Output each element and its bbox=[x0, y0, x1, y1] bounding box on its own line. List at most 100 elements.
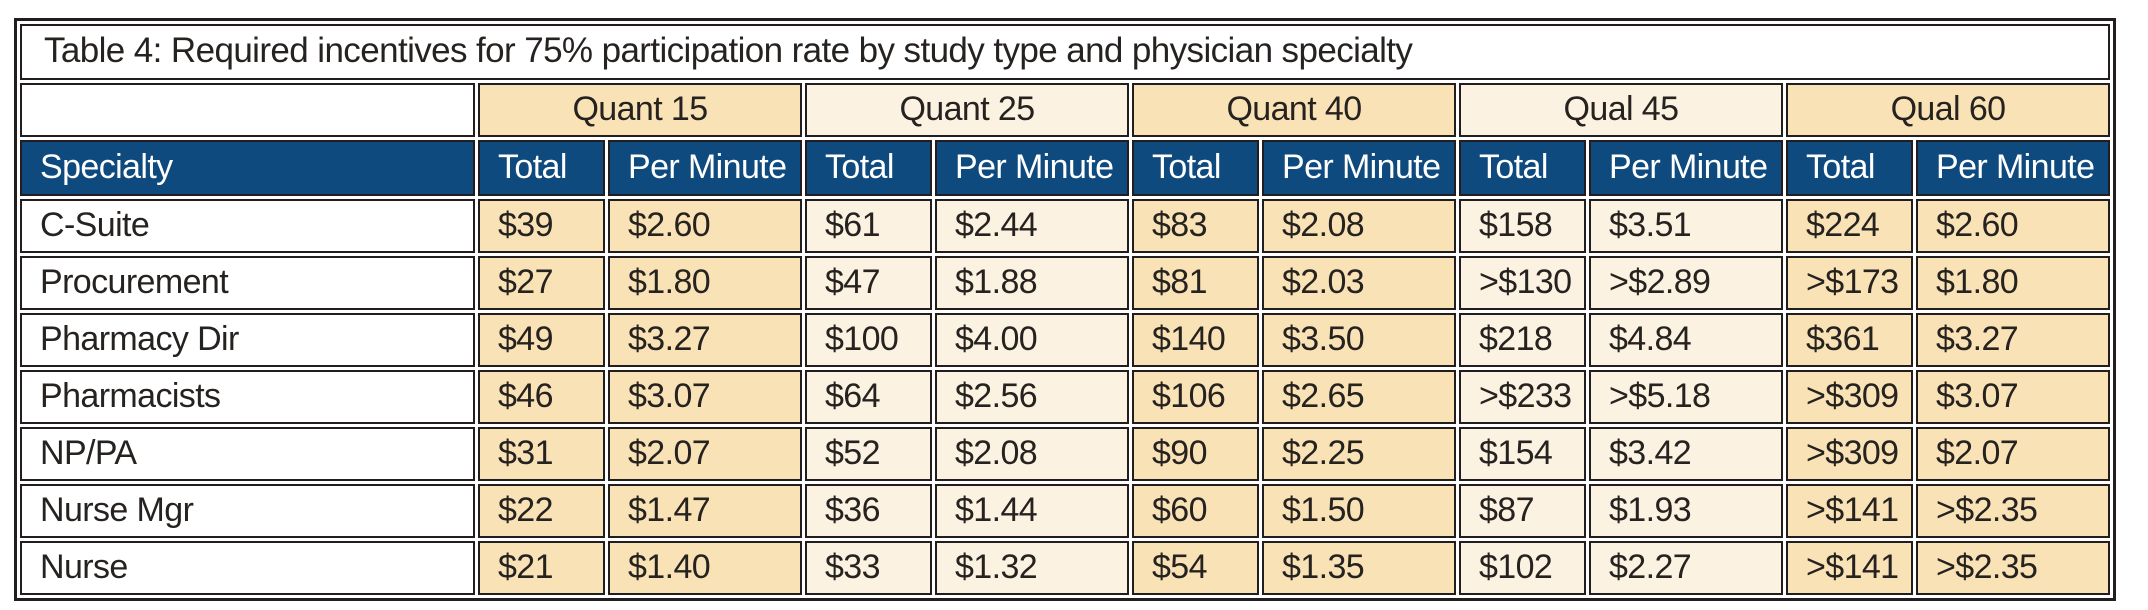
value-cell: $1.40 bbox=[608, 541, 802, 595]
group-header-row: Quant 15 Quant 25 Quant 40 Qual 45 Qual … bbox=[20, 83, 2111, 137]
page: Table 4: Required incentives for 75% par… bbox=[0, 18, 2148, 610]
value-cell: $39 bbox=[478, 199, 605, 253]
specialty-cell: C-Suite bbox=[20, 199, 475, 253]
value-cell: $2.03 bbox=[1262, 256, 1456, 310]
value-cell: $102 bbox=[1459, 541, 1586, 595]
value-cell: $54 bbox=[1132, 541, 1259, 595]
value-cell: $1.80 bbox=[608, 256, 802, 310]
value-cell: $3.42 bbox=[1589, 427, 1783, 481]
table-row: Pharmacists $46 $3.07 $64 $2.56 $106 $2.65 >$23… bbox=[20, 370, 2111, 424]
group-header-qual-45: Qual 45 bbox=[1459, 83, 1783, 137]
value-cell: >$141 bbox=[1786, 541, 1913, 595]
total-column-header: Total bbox=[1132, 140, 1259, 196]
value-cell: $1.44 bbox=[935, 484, 1129, 538]
value-cell: $1.47 bbox=[608, 484, 802, 538]
specialty-cell: Nurse Mgr bbox=[20, 484, 475, 538]
value-cell: $22 bbox=[478, 484, 605, 538]
total-column-header: Total bbox=[478, 140, 605, 196]
total-column-header: Total bbox=[1786, 140, 1913, 196]
specialty-cell: Pharmacy Dir bbox=[20, 313, 475, 367]
specialty-cell: Pharmacists bbox=[20, 370, 475, 424]
table-row: NP/PA $31 $2.07 $52 $2.08 $90 $2.25 $154 $3.42 >$… bbox=[20, 427, 2111, 481]
value-cell: $21 bbox=[478, 541, 605, 595]
value-cell: $4.84 bbox=[1589, 313, 1783, 367]
value-cell: >$130 bbox=[1459, 256, 1586, 310]
value-cell: $2.65 bbox=[1262, 370, 1456, 424]
value-cell: $1.88 bbox=[935, 256, 1129, 310]
value-cell: $2.07 bbox=[1916, 427, 2111, 481]
group-header-quant-40: Quant 40 bbox=[1132, 83, 1456, 137]
value-cell: $100 bbox=[805, 313, 932, 367]
value-cell: $361 bbox=[1786, 313, 1913, 367]
value-cell: $2.07 bbox=[608, 427, 802, 481]
corner-cell bbox=[20, 83, 475, 137]
incentives-table: Table 4: Required incentives for 75% par… bbox=[14, 18, 2117, 601]
value-cell: $47 bbox=[805, 256, 932, 310]
per-minute-column-header: Per Minute bbox=[1589, 140, 1783, 196]
value-cell: >$233 bbox=[1459, 370, 1586, 424]
per-minute-column-header: Per Minute bbox=[608, 140, 802, 196]
value-cell: $4.00 bbox=[935, 313, 1129, 367]
value-cell: $33 bbox=[805, 541, 932, 595]
value-cell: $1.32 bbox=[935, 541, 1129, 595]
value-cell: $224 bbox=[1786, 199, 1913, 253]
value-cell: $1.35 bbox=[1262, 541, 1456, 595]
value-cell: $1.50 bbox=[1262, 484, 1456, 538]
value-cell: $3.07 bbox=[608, 370, 802, 424]
value-cell: >$2.35 bbox=[1916, 484, 2111, 538]
group-header-qual-60: Qual 60 bbox=[1786, 83, 2111, 137]
value-cell: $90 bbox=[1132, 427, 1259, 481]
total-column-header: Total bbox=[1459, 140, 1586, 196]
value-cell: $2.60 bbox=[608, 199, 802, 253]
per-minute-column-header: Per Minute bbox=[935, 140, 1129, 196]
value-cell: $31 bbox=[478, 427, 605, 481]
specialty-column-header: Specialty bbox=[20, 140, 475, 196]
value-cell: $3.07 bbox=[1916, 370, 2111, 424]
per-minute-column-header: Per Minute bbox=[1916, 140, 2111, 196]
value-cell: $2.44 bbox=[935, 199, 1129, 253]
value-cell: $106 bbox=[1132, 370, 1259, 424]
value-cell: $87 bbox=[1459, 484, 1586, 538]
value-cell: $3.27 bbox=[1916, 313, 2111, 367]
value-cell: $61 bbox=[805, 199, 932, 253]
specialty-cell: Nurse bbox=[20, 541, 475, 595]
title-row: Table 4: Required incentives for 75% par… bbox=[20, 24, 2111, 80]
value-cell: $49 bbox=[478, 313, 605, 367]
value-cell: $2.08 bbox=[935, 427, 1129, 481]
value-cell: $3.27 bbox=[608, 313, 802, 367]
value-cell: >$2.35 bbox=[1916, 541, 2111, 595]
value-cell: $154 bbox=[1459, 427, 1586, 481]
value-cell: $81 bbox=[1132, 256, 1259, 310]
specialty-cell: Procurement bbox=[20, 256, 475, 310]
value-cell: $36 bbox=[805, 484, 932, 538]
value-cell: $64 bbox=[805, 370, 932, 424]
value-cell: $2.08 bbox=[1262, 199, 1456, 253]
per-minute-column-header: Per Minute bbox=[1262, 140, 1456, 196]
value-cell: >$309 bbox=[1786, 427, 1913, 481]
table-row: Procurement $27 $1.80 $47 $1.88 $81 $2.03 >$130… bbox=[20, 256, 2111, 310]
value-cell: $3.51 bbox=[1589, 199, 1783, 253]
value-cell: $83 bbox=[1132, 199, 1259, 253]
table-row: C-Suite $39 $2.60 $61 $2.44 $83 $2.08 $158 $3.51… bbox=[20, 199, 2111, 253]
value-cell: >$141 bbox=[1786, 484, 1913, 538]
value-cell: >$173 bbox=[1786, 256, 1913, 310]
value-cell: $158 bbox=[1459, 199, 1586, 253]
group-header-quant-15: Quant 15 bbox=[478, 83, 802, 137]
value-cell: $2.56 bbox=[935, 370, 1129, 424]
value-cell: $1.93 bbox=[1589, 484, 1783, 538]
value-cell: $218 bbox=[1459, 313, 1586, 367]
value-cell: $3.50 bbox=[1262, 313, 1456, 367]
group-header-quant-25: Quant 25 bbox=[805, 83, 1129, 137]
value-cell: $60 bbox=[1132, 484, 1259, 538]
value-cell: $2.25 bbox=[1262, 427, 1456, 481]
value-cell: $2.60 bbox=[1916, 199, 2111, 253]
value-cell: $140 bbox=[1132, 313, 1259, 367]
table-title: Table 4: Required incentives for 75% par… bbox=[20, 24, 2111, 80]
table-row: Nurse $21 $1.40 $33 $1.32 $54 $1.35 $102 $2.27 >$… bbox=[20, 541, 2111, 595]
column-header-row: Specialty Total Per Minute Total Per Min… bbox=[20, 140, 2111, 196]
total-column-header: Total bbox=[805, 140, 932, 196]
value-cell: >$309 bbox=[1786, 370, 1913, 424]
value-cell: >$2.89 bbox=[1589, 256, 1783, 310]
table-row: Pharmacy Dir $49 $3.27 $100 $4.00 $140 $3.50 $2… bbox=[20, 313, 2111, 367]
value-cell: $46 bbox=[478, 370, 605, 424]
